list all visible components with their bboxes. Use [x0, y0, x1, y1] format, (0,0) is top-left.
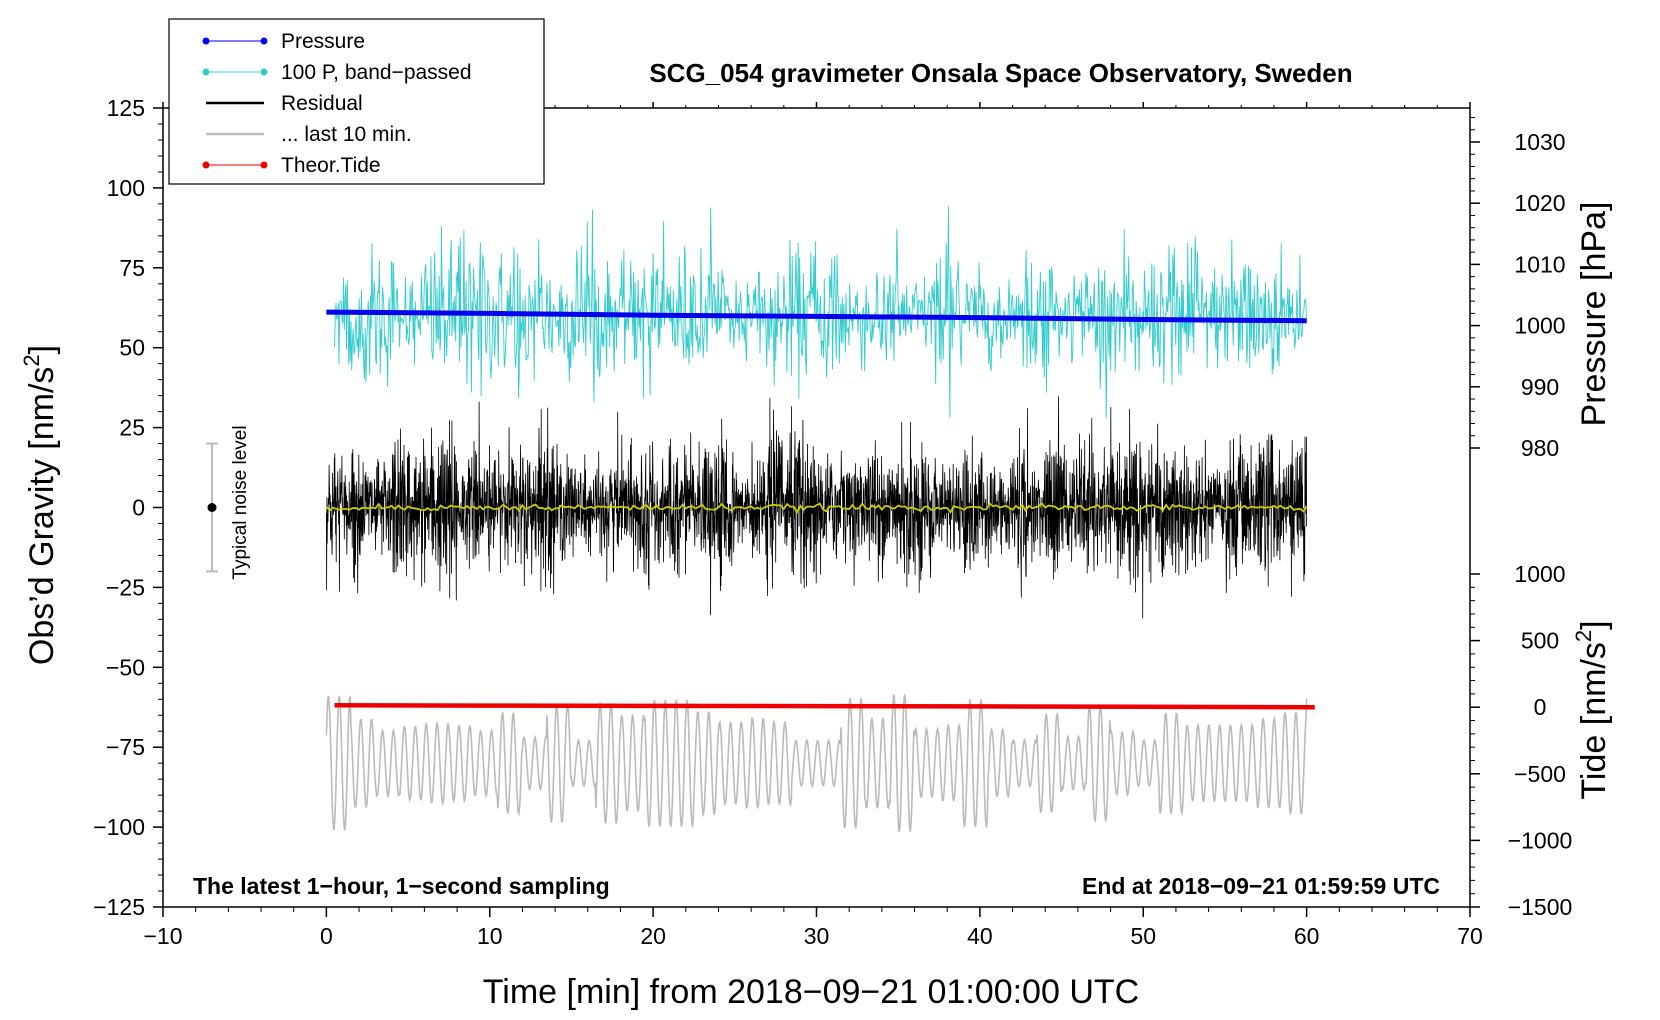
y-left-tick-label: 25 [119, 415, 145, 441]
chart-title: SCG_054 gravimeter Onsala Space Observat… [649, 58, 1352, 88]
tide-tick-label: 500 [1521, 628, 1559, 654]
legend-swatch-dot [260, 68, 268, 76]
legend-swatch-dot [260, 37, 268, 45]
x-tick-label: 40 [967, 923, 993, 949]
legend-swatch-dot [202, 37, 210, 45]
series-smoothed-residual [325, 502, 1308, 515]
legend-box [168, 18, 545, 185]
tide-title-end: ] [1575, 620, 1613, 629]
legend-swatch-dot [260, 161, 268, 169]
x-tick-label: 60 [1294, 923, 1320, 949]
y-left-tick-label: 0 [132, 495, 145, 521]
x-tick-label: 20 [640, 923, 666, 949]
tide-tick-label: −500 [1514, 761, 1566, 787]
legend-label: Pressure [281, 30, 365, 53]
pressure-tick-label: 1030 [1514, 129, 1565, 155]
x-tick-label: 0 [320, 923, 333, 949]
pressure-tick-label: 980 [1521, 435, 1559, 461]
y-left-tick-label: 125 [107, 95, 145, 121]
annotation-end-time: End at 2018−09−21 01:59:59 UTC [1082, 873, 1440, 899]
pressure-tick-label: 1000 [1514, 313, 1565, 339]
y-axis-left-title: Obs’d Gravity [nm/s2] [19, 345, 61, 665]
y-left-tick-label: −125 [93, 894, 145, 920]
axes-layer: −10 0 10 20 30 40 50 60 701251007550250−25−50−75… [93, 95, 1572, 949]
legend: Pressure 100 P, band−passed Residual ... la… [168, 18, 545, 185]
pressure-tick-label: 1020 [1514, 190, 1565, 216]
tide-title-main: Tide [nm/s [1575, 642, 1613, 799]
noise-level-indicator: Typical noise level [206, 425, 251, 580]
series-pressure [326, 309, 1307, 324]
series-theor-tide [334, 702, 1315, 710]
legend-swatch-dot [202, 68, 210, 76]
y-left-tick-label: 75 [119, 255, 145, 281]
series-group [325, 206, 1315, 832]
y-left-title-end: ] [23, 345, 61, 354]
x-axis-title: Time [min] from 2018−09−21 01:00:00 UTC [483, 973, 1139, 1011]
tide-title-sup: 2 [1571, 630, 1596, 642]
legend-label: Residual [281, 92, 363, 115]
x-tick-label: −10 [143, 923, 182, 949]
y-left-tick-label: −50 [106, 654, 145, 680]
tide-tick-label: −1000 [1508, 827, 1573, 853]
tide-tick-label: −1500 [1508, 894, 1573, 920]
series-band-passed-pressure [334, 206, 1308, 419]
series-last-10-min [325, 694, 1308, 832]
legend-swatch-dot [202, 161, 210, 169]
y-left-title-main: Obs’d Gravity [nm/s [23, 367, 61, 666]
x-tick-label: 10 [477, 923, 503, 949]
annotation-sampling: The latest 1−hour, 1−second sampling [193, 873, 610, 899]
tide-tick-label: 0 [1534, 694, 1547, 720]
y-left-tick-label: −25 [106, 574, 145, 600]
legend-label: 100 P, band−passed [281, 61, 472, 84]
y-left-tick-label: 100 [107, 175, 145, 201]
legend-label: Theor.Tide [281, 154, 381, 177]
tide-axis-title: Tide [nm/s2] [1571, 620, 1613, 799]
y-left-tick-label: 50 [119, 335, 145, 361]
noise-bar-dot [207, 503, 217, 512]
x-tick-label: 70 [1457, 923, 1483, 949]
y-left-tick-label: −75 [106, 734, 145, 760]
data-layer [325, 206, 1315, 832]
noise-bar-label: Typical noise level [230, 425, 251, 579]
legend-label: ... last 10 min. [281, 123, 412, 146]
tide-tick-label: 1000 [1514, 561, 1565, 587]
y-left-tick-label: −100 [93, 814, 145, 840]
pressure-tick-label: 990 [1521, 374, 1559, 400]
x-tick-label: 30 [804, 923, 830, 949]
pressure-tick-label: 1010 [1514, 251, 1565, 277]
pressure-axis-title: Pressure [hPa] [1575, 202, 1613, 427]
x-tick-label: 50 [1130, 923, 1156, 949]
y-left-title-sup: 2 [19, 354, 44, 366]
